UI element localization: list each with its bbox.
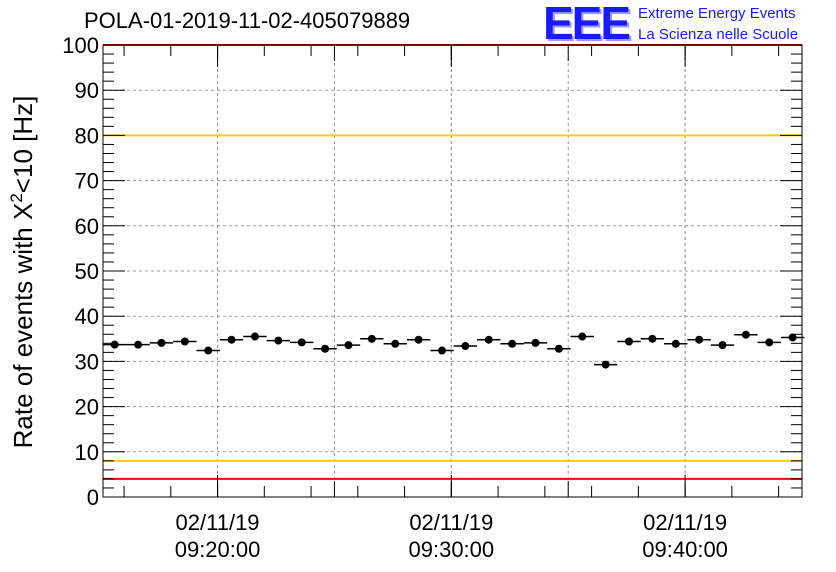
data-point — [391, 339, 400, 348]
reference-lines — [103, 44, 802, 480]
y-axis-ticks: 0 10 20 30 40 50 60 70 80 90 100 — [62, 33, 802, 510]
data-point — [741, 330, 750, 339]
data-point — [134, 340, 143, 349]
x-axis-ticks: 02/11/1909:20:0002/11/1909:30:0002/11/19… — [123, 45, 803, 562]
data-point — [461, 342, 470, 351]
eee-logo: EEE — [543, 0, 631, 49]
data-point — [274, 336, 283, 345]
data-point — [695, 335, 704, 344]
data-point — [204, 346, 213, 355]
y-tick-label: 80 — [75, 123, 99, 148]
x-tick-label-time: 09:20:00 — [175, 537, 261, 562]
logo-line-2: La Scienza nelle Scuole — [638, 26, 799, 43]
data-point — [671, 339, 680, 348]
x-tick-label-date: 02/11/19 — [176, 510, 260, 535]
data-point — [625, 337, 634, 346]
y-tick-label: 70 — [75, 169, 99, 194]
y-tick-label: 100 — [62, 33, 99, 58]
chart-title: POLA-01-2019-11-02-405079889 — [84, 8, 411, 33]
data-points — [103, 330, 805, 369]
data-point — [414, 335, 423, 344]
y-tick-label: 40 — [75, 304, 99, 329]
data-point — [344, 341, 353, 350]
y-tick-label: 30 — [75, 349, 99, 374]
x-tick-label-time: 09:40:00 — [642, 537, 728, 562]
data-point — [321, 344, 330, 353]
y-tick-label: 20 — [75, 395, 99, 420]
data-point — [227, 335, 236, 344]
x-tick-label-time: 09:30:00 — [409, 537, 495, 562]
data-point — [578, 332, 587, 341]
grid-lines — [103, 45, 803, 497]
data-point — [648, 334, 657, 343]
y-tick-label: 0 — [87, 485, 99, 510]
y-tick-label: 10 — [75, 440, 99, 465]
y-tick-label: 90 — [75, 78, 99, 103]
data-point — [531, 338, 540, 347]
data-point — [250, 332, 259, 341]
data-point — [601, 360, 610, 369]
y-tick-label: 60 — [75, 214, 99, 239]
data-point — [297, 338, 306, 347]
data-point — [157, 338, 166, 347]
data-point — [508, 339, 517, 348]
data-point — [554, 344, 563, 353]
data-point — [718, 341, 727, 350]
data-point — [110, 340, 119, 349]
data-point — [788, 333, 797, 342]
x-tick-label-date: 02/11/19 — [409, 510, 493, 535]
logo-line-1: Extreme Energy Events — [638, 5, 796, 22]
logo-caption: Extreme Energy Events La Scienza nelle S… — [638, 3, 798, 45]
data-point — [367, 334, 376, 343]
y-axis-label: Rate of events with X2<10 [Hz] — [7, 96, 38, 449]
x-tick-label-date: 02/11/19 — [643, 510, 727, 535]
y-tick-label: 50 — [75, 259, 99, 284]
data-point — [765, 338, 774, 347]
data-point — [180, 337, 189, 346]
data-point — [484, 335, 493, 344]
data-point — [437, 346, 446, 355]
